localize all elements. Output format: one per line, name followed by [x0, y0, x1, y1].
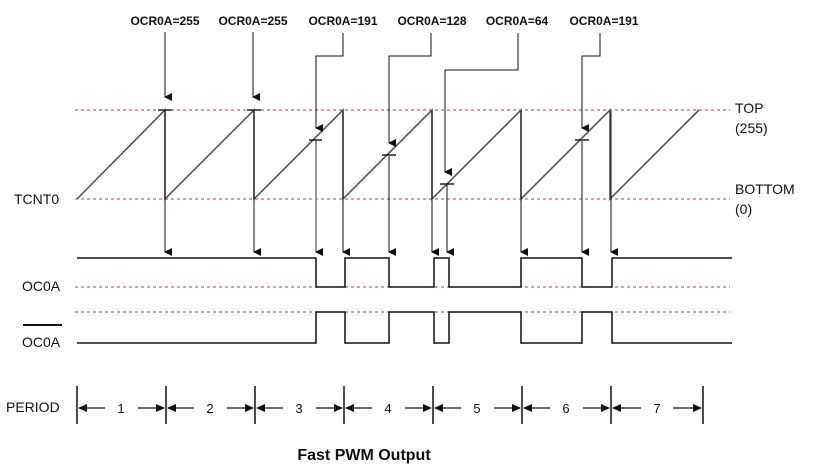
- period-number-6: 6: [562, 401, 569, 416]
- oc0a-waveform: [77, 257, 732, 288]
- top-value-label: (255): [735, 120, 768, 136]
- period-number-4: 4: [384, 401, 391, 416]
- diagram-title: Fast PWM Output: [297, 447, 431, 464]
- ocr-label-3: OCR0A=191: [308, 14, 377, 28]
- period-number-1: 1: [117, 401, 124, 416]
- bottom-label: BOTTOM: [735, 181, 795, 197]
- period-label: PERIOD: [6, 399, 60, 415]
- period-ruler: [76, 386, 704, 424]
- bottom-value-label: (0): [735, 201, 752, 217]
- ocr-label-1: OCR0A=255: [130, 14, 199, 28]
- ocr-label-4: OCR0A=128: [397, 14, 466, 28]
- top-label: TOP: [735, 100, 764, 116]
- ocr-label-5: OCR0A=64: [486, 14, 549, 28]
- compare-tick-marks: [158, 109, 589, 185]
- period-number-3: 3: [295, 401, 302, 416]
- tcnt0-label: TCNT0: [14, 191, 59, 207]
- event-drop-arrows: [164, 111, 618, 256]
- period-number-2: 2: [206, 401, 213, 416]
- ocr-label-6: OCR0A=191: [569, 14, 638, 28]
- period-number-7: 7: [653, 401, 660, 416]
- oc0a-label: OC0A: [22, 278, 61, 294]
- ocr-label-2: OCR0A=255: [218, 14, 287, 28]
- period-number-5: 5: [473, 401, 480, 416]
- ocr-pointer-arrows: [164, 32, 601, 176]
- oc0a-bar-label: OC0A: [22, 334, 61, 350]
- oc0a-bar-waveform: [77, 311, 732, 344]
